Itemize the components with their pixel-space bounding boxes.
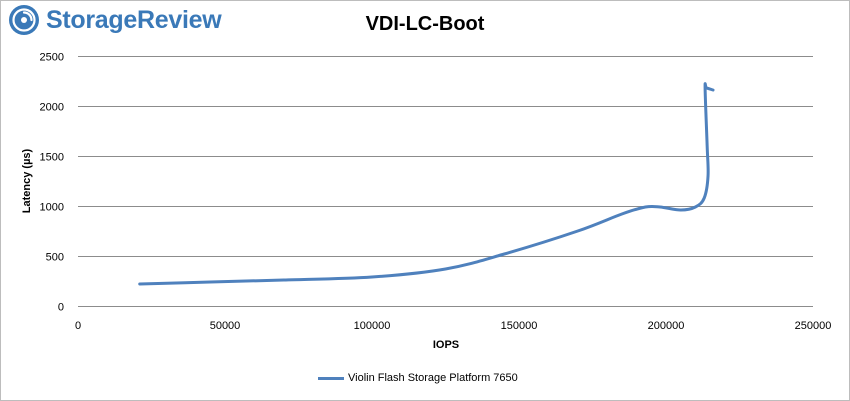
y-axis-title: Latency (µs): [21, 148, 33, 213]
x-tick-label: 0: [75, 320, 81, 332]
series-line: [138, 82, 715, 286]
x-tick-label: 250000: [795, 320, 832, 332]
y-tick-label: 2500: [40, 52, 64, 64]
legend: Violin Flash Storage Platform 7650: [318, 372, 518, 384]
legend-swatch: [318, 376, 344, 380]
x-tick-label: 150000: [501, 320, 538, 332]
tick-labels: 0 500 1000 1500 2000 2500 0 50000 100000 150000 20…: [40, 52, 832, 333]
y-tick-label: 500: [46, 252, 64, 264]
y-tick-label: 0: [58, 302, 64, 314]
x-axis-title: IOPS: [433, 339, 459, 351]
storagereview-logo-icon: [9, 5, 39, 35]
gridlines: [78, 56, 813, 257]
x-tick-label: 50000: [210, 320, 241, 332]
series-lines: [138, 82, 715, 286]
chart-title: VDI-LC-Boot: [365, 13, 485, 35]
legend-label: Violin Flash Storage Platform 7650: [348, 372, 518, 384]
y-tick-label: 2000: [40, 102, 64, 114]
x-tick-label: 200000: [648, 320, 685, 332]
brand-name: StorageReview: [46, 5, 222, 34]
x-tick-label: 100000: [354, 320, 391, 332]
brand-logo: StorageReview: [8, 4, 222, 36]
y-tick-label: 1500: [40, 152, 64, 164]
y-tick-label: 1000: [40, 202, 64, 214]
